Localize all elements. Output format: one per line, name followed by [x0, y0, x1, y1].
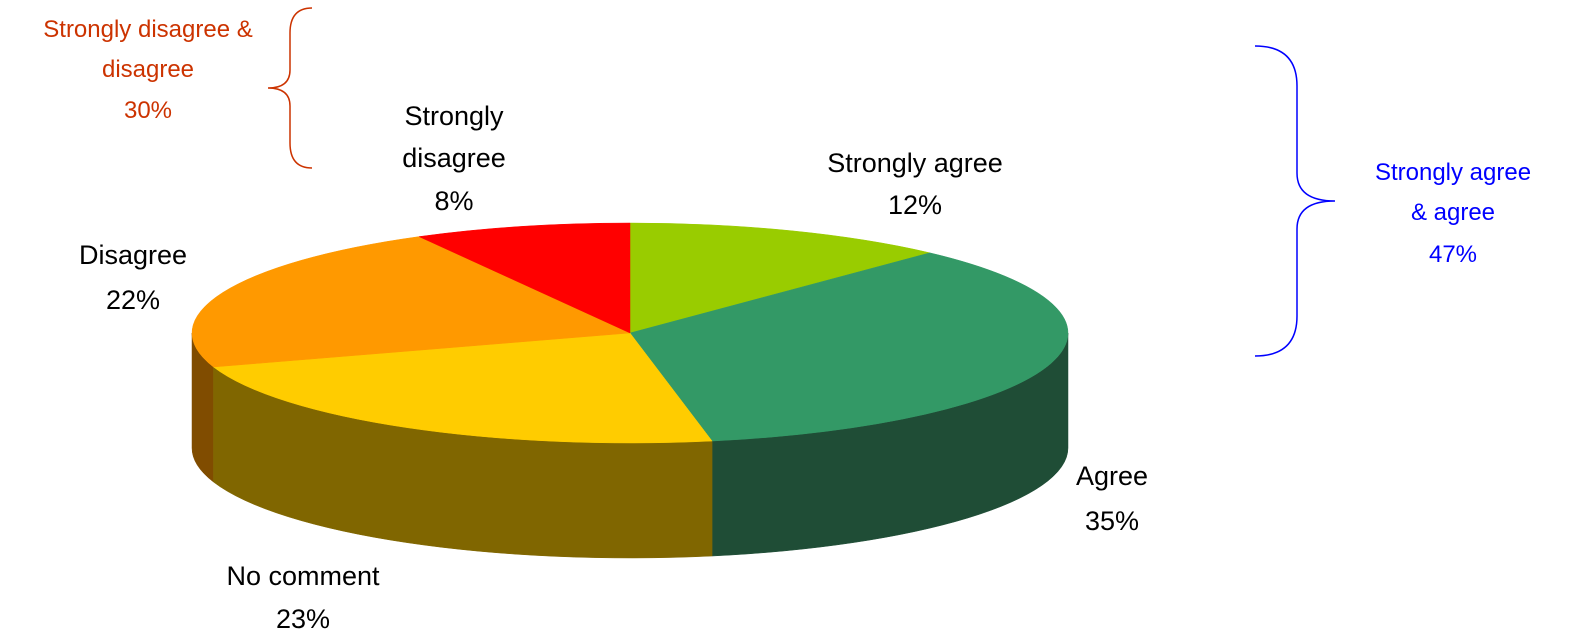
slice-labels: Strongly agree 12% Agree 35% No comment 23% Di…	[79, 101, 1148, 634]
group-percent-label: 47%	[1429, 241, 1477, 268]
group-brace	[267, 7, 313, 169]
group-name-label: Strongly agree	[1375, 159, 1531, 186]
slice-value-label: 8%	[434, 186, 473, 216]
pie-slice-agree	[629, 252, 1069, 442]
slice-value-label: 22%	[106, 285, 160, 315]
slice-label-strongly-disagree: Strongly disagree 8%	[402, 101, 506, 216]
pie-tops	[191, 222, 1069, 444]
group-name-label: & agree	[1411, 199, 1495, 226]
slice-value-label: 12%	[888, 190, 942, 220]
slice-name-label: Disagree	[79, 240, 187, 270]
slice-label-disagree: Disagree 22%	[79, 240, 187, 315]
pie-slice-strongly-agree	[629, 222, 930, 334]
group-annotations: Strongly disagree & disagree 30% Strongly a…	[43, 7, 1531, 357]
slice-name-label: disagree	[402, 143, 506, 173]
group-name-label: Strongly disagree &	[43, 16, 252, 43]
group-brace	[1254, 45, 1336, 357]
pie-slice-no-comment	[212, 332, 713, 444]
group-disagree-annotation: Strongly disagree & disagree 30%	[43, 7, 313, 169]
slice-name-label: Strongly	[404, 101, 504, 131]
slice-name-label: Agree	[1076, 461, 1148, 491]
slice-name-label: No comment	[226, 561, 380, 591]
pie-slice-strongly-disagree	[418, 222, 631, 334]
slice-value-label: 35%	[1085, 506, 1139, 536]
group-agree-annotation: Strongly agree & agree 47%	[1254, 45, 1531, 357]
slice-value-label: 23%	[276, 604, 330, 634]
group-name-label: disagree	[102, 56, 194, 83]
pie-slice-disagree	[191, 236, 631, 368]
slice-label-no-comment: No comment 23%	[226, 561, 380, 634]
group-percent-label: 30%	[124, 97, 172, 124]
slice-label-strongly-agree: Strongly agree 12%	[827, 148, 1003, 220]
pie-sides	[191, 332, 1069, 559]
slice-name-label: Strongly agree	[827, 148, 1003, 178]
slice-label-agree: Agree 35%	[1076, 461, 1148, 536]
